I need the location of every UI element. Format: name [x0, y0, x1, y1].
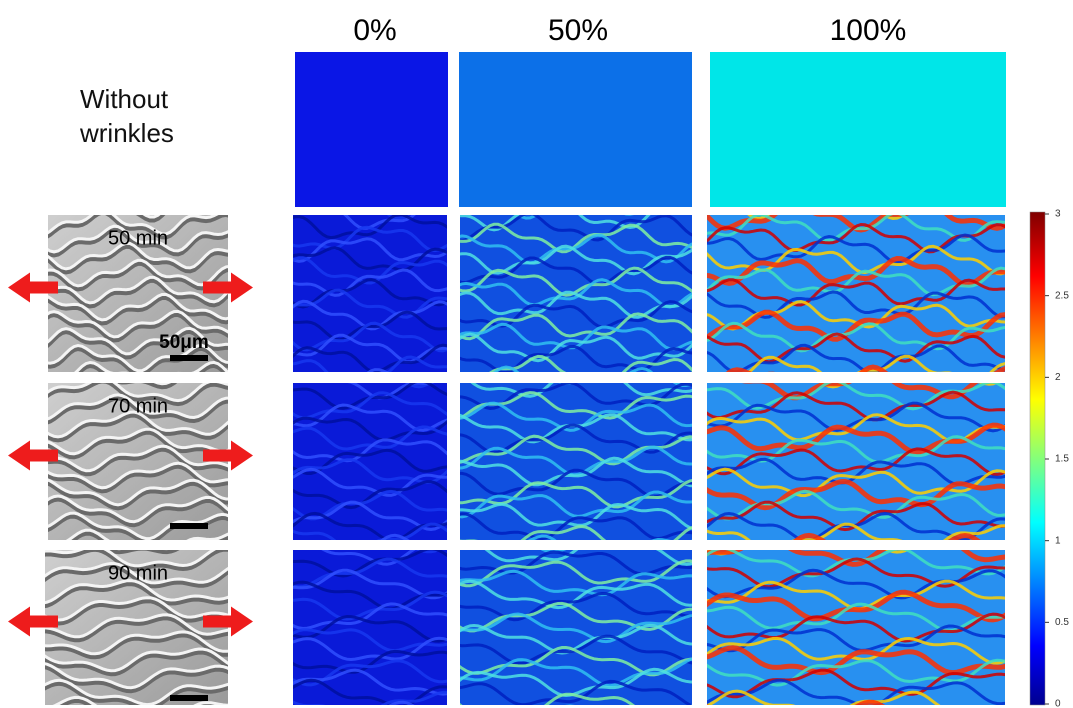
- colorbar-tick-label: 1.5: [1055, 454, 1069, 465]
- scale-bar: [170, 523, 208, 529]
- colorbar-tick-label: 2: [1055, 372, 1061, 383]
- panel: [697, 527, 1013, 708]
- row-label: Without wrinkles: [80, 82, 200, 150]
- colorbar-tick-label: 2.5: [1055, 290, 1069, 301]
- colorbar-tick-label: 1: [1055, 535, 1061, 546]
- scale-bar: [170, 355, 208, 361]
- colorbar-tick-label: 3: [1055, 209, 1061, 220]
- time-label: 70 min: [108, 395, 168, 417]
- column-header: 0%: [353, 14, 396, 47]
- time-label: 90 min: [108, 562, 168, 584]
- panel: [450, 527, 702, 708]
- panel: [450, 191, 702, 394]
- column-header: 100%: [830, 14, 907, 47]
- colorbar-tick-label: 0.5: [1055, 617, 1069, 628]
- panel: [283, 527, 455, 708]
- figure: 0% 50% 100% 50 min 70 min 90 min 50μm 0 0.5 1 1…: [0, 0, 1073, 708]
- panel: [283, 359, 455, 561]
- column-header: 50%: [548, 14, 608, 47]
- time-label: 50 min: [108, 227, 168, 249]
- panel: [697, 359, 1013, 563]
- uniform-panel: [459, 52, 692, 207]
- panel: [450, 361, 702, 563]
- colorbar: [1030, 212, 1045, 705]
- wrinkle: [38, 192, 238, 217]
- colorbar-tick-label: 0: [1055, 699, 1061, 708]
- scale-bar: [170, 695, 208, 701]
- uniform-panel: [295, 52, 448, 207]
- panel: [697, 191, 1013, 395]
- panel: [283, 193, 455, 394]
- scale-bar-label: 50μm: [159, 332, 209, 353]
- uniform-panel: [710, 52, 1006, 207]
